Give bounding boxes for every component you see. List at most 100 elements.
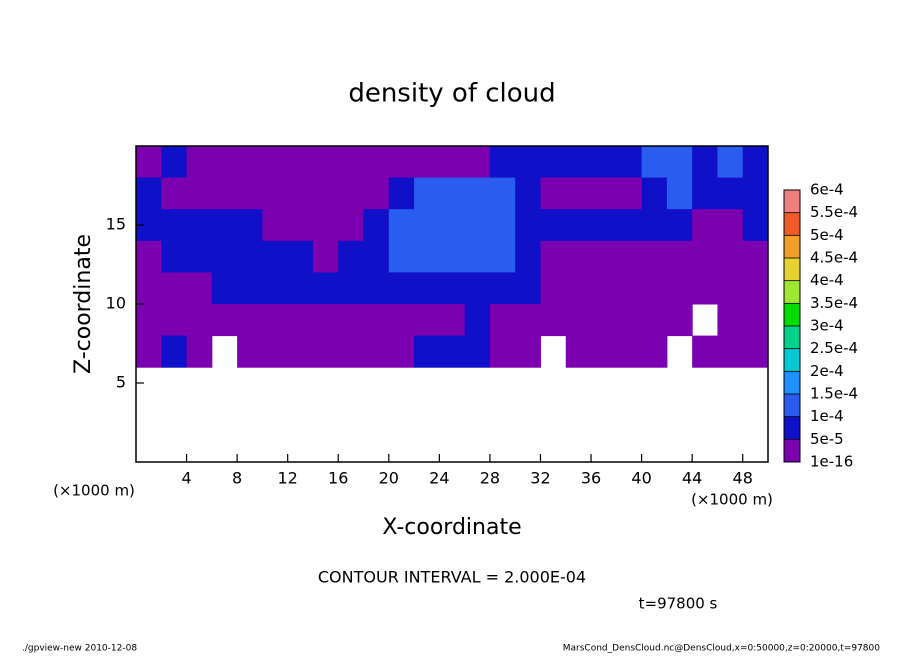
colorbar-segment bbox=[784, 258, 800, 281]
cell bbox=[161, 209, 188, 242]
cell bbox=[312, 209, 339, 242]
cell bbox=[717, 335, 744, 368]
cell bbox=[489, 304, 516, 337]
cell bbox=[742, 146, 769, 179]
cell bbox=[641, 335, 668, 368]
cell bbox=[237, 304, 263, 337]
cell bbox=[489, 335, 516, 368]
cell bbox=[237, 335, 263, 368]
colorbar-label: 6e-4 bbox=[810, 181, 844, 199]
cell bbox=[338, 240, 365, 273]
cell bbox=[262, 335, 289, 368]
cell bbox=[388, 146, 415, 179]
x-tick-label: 20 bbox=[379, 469, 399, 488]
cell bbox=[287, 177, 314, 210]
cell bbox=[161, 304, 188, 337]
cell bbox=[692, 209, 718, 242]
x-tick-label: 44 bbox=[682, 469, 702, 488]
cell bbox=[616, 209, 643, 242]
cell bbox=[692, 177, 718, 210]
colorbar-label: 5e-5 bbox=[810, 430, 844, 448]
cell bbox=[540, 146, 567, 179]
cell bbox=[489, 146, 516, 179]
cell bbox=[312, 177, 339, 210]
cell bbox=[540, 272, 567, 305]
cell bbox=[136, 177, 162, 210]
cell bbox=[591, 240, 617, 273]
colorbar-label: 1e-4 bbox=[810, 407, 844, 425]
cell bbox=[211, 146, 238, 179]
cell bbox=[363, 272, 390, 305]
cell bbox=[161, 177, 188, 210]
cell bbox=[237, 177, 263, 210]
contour-interval: CONTOUR INTERVAL = 2.000E-04 bbox=[318, 568, 586, 587]
colorbar-label: 3.5e-4 bbox=[810, 294, 858, 312]
cell bbox=[439, 177, 466, 210]
cell bbox=[363, 240, 390, 273]
cell bbox=[312, 304, 339, 337]
cell bbox=[287, 304, 314, 337]
cell bbox=[186, 272, 213, 305]
cell bbox=[616, 177, 643, 210]
colorbar-label: 2e-4 bbox=[810, 362, 844, 380]
cell bbox=[237, 240, 263, 273]
cell bbox=[540, 209, 567, 242]
x-unit: (×1000 m) bbox=[691, 491, 773, 509]
cell bbox=[641, 146, 668, 179]
cell bbox=[515, 304, 541, 337]
cell bbox=[161, 240, 188, 273]
cell bbox=[388, 304, 415, 337]
cell bbox=[666, 177, 693, 210]
y-tick-label: 10 bbox=[106, 294, 126, 313]
cell bbox=[464, 209, 491, 242]
colorbar-label: 5.5e-4 bbox=[810, 203, 858, 221]
cell bbox=[414, 146, 440, 179]
y-tick-label: 15 bbox=[106, 215, 126, 234]
colorbar-segment bbox=[784, 394, 800, 417]
cell bbox=[616, 272, 643, 305]
cell bbox=[287, 240, 314, 273]
cell bbox=[338, 209, 365, 242]
cell bbox=[641, 209, 668, 242]
cell bbox=[338, 304, 365, 337]
cell bbox=[717, 209, 744, 242]
colorbar-segment bbox=[784, 348, 800, 372]
cell bbox=[591, 272, 617, 305]
cell bbox=[161, 335, 188, 368]
x-tick-label: 48 bbox=[733, 469, 753, 488]
cell bbox=[591, 177, 617, 210]
cell bbox=[414, 177, 440, 210]
cell bbox=[489, 272, 516, 305]
cell bbox=[388, 240, 415, 273]
cell bbox=[515, 272, 541, 305]
cell bbox=[287, 335, 314, 368]
cell bbox=[742, 240, 769, 273]
cell bbox=[312, 240, 339, 273]
cell bbox=[666, 146, 693, 179]
cell bbox=[186, 240, 213, 273]
cell bbox=[515, 240, 541, 273]
cell bbox=[591, 209, 617, 242]
cell bbox=[439, 335, 466, 368]
x-tick-label: 8 bbox=[232, 469, 242, 488]
cell bbox=[338, 272, 365, 305]
cell bbox=[439, 304, 466, 337]
chart-title: density of cloud bbox=[348, 79, 555, 109]
cell bbox=[717, 177, 744, 210]
x-tick-label: 32 bbox=[530, 469, 550, 488]
x-tick-label: 4 bbox=[181, 469, 191, 488]
colorbar-label: 3e-4 bbox=[810, 317, 844, 335]
cell bbox=[641, 240, 668, 273]
cell bbox=[515, 335, 541, 368]
cell bbox=[388, 335, 415, 368]
cell bbox=[565, 146, 592, 179]
colorbar-segment bbox=[784, 416, 800, 440]
cell bbox=[717, 304, 744, 337]
cell bbox=[211, 240, 238, 273]
x-tick-label: 12 bbox=[278, 469, 298, 488]
cell bbox=[388, 209, 415, 242]
cell bbox=[388, 272, 415, 305]
cell bbox=[515, 209, 541, 242]
cell bbox=[591, 335, 617, 368]
